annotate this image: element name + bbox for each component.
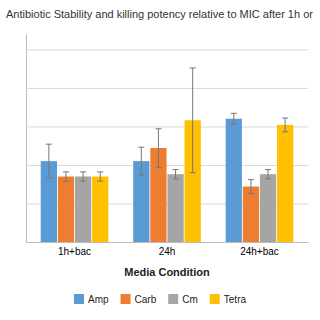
- legend-swatch: [74, 294, 84, 304]
- x-tick-label: 1h+bac: [58, 246, 91, 257]
- series: [75, 174, 276, 242]
- grid-line: [26, 165, 308, 166]
- error-bars: [97, 68, 288, 181]
- legend-item: Cm: [168, 294, 198, 305]
- error-bars: [63, 129, 254, 194]
- error-bar: [80, 172, 86, 181]
- error-bar: [97, 172, 103, 181]
- error-bar-stem: [175, 170, 176, 179]
- error-bar-cap: [138, 147, 144, 148]
- bar: [167, 174, 183, 242]
- legend: Amp Carb Cm Tetra: [74, 294, 246, 305]
- error-bar-cap: [190, 172, 196, 173]
- error-bar: [282, 118, 288, 132]
- error-bar-cap: [155, 128, 161, 129]
- error-bar-stem: [250, 180, 251, 194]
- error-bar: [155, 129, 161, 168]
- error-bar-cap: [97, 181, 103, 182]
- x-axis-title: Media Condition: [124, 266, 210, 278]
- error-bar-cap: [80, 181, 86, 182]
- error-bar-stem: [141, 147, 142, 175]
- x-tick: 24h: [159, 246, 176, 257]
- error-bar-cap: [231, 124, 237, 125]
- bar: [92, 177, 108, 242]
- error-bar: [190, 68, 196, 173]
- legend-item: Amp: [74, 294, 109, 305]
- error-bar-stem: [65, 172, 66, 181]
- error-bar-stem: [83, 172, 84, 181]
- y-tick: [26, 126, 308, 127]
- error-bar: [46, 144, 52, 178]
- error-bar-stem: [158, 129, 159, 168]
- y-tick: [26, 88, 308, 89]
- legend-label: Amp: [88, 294, 109, 305]
- legend-label: Tetra: [224, 294, 247, 305]
- chart-title: Antibiotic Stability and killing potency…: [6, 8, 313, 20]
- grid-line: [26, 88, 308, 89]
- x-axis: 1h+bac 24h 24h+bac: [27, 243, 309, 258]
- error-bar-stem: [268, 170, 269, 179]
- y-tick: [26, 165, 308, 166]
- error-bar-cap: [231, 113, 237, 114]
- error-bar-stem: [100, 172, 101, 181]
- error-bar: [265, 170, 271, 179]
- legend-label: Carb: [135, 294, 157, 305]
- legend-item: Carb: [121, 294, 157, 305]
- error-bar-cap: [97, 171, 103, 172]
- y-axis-line: [26, 35, 27, 243]
- error-bar-cap: [282, 117, 288, 118]
- legend-swatch: [210, 294, 220, 304]
- error-bar-cap: [173, 169, 179, 170]
- bar: [58, 177, 74, 242]
- x-tick: 24h+bac: [240, 246, 279, 257]
- legend-label: Cm: [182, 294, 198, 305]
- error-bar-cap: [155, 167, 161, 168]
- error-bar-cap: [46, 178, 52, 179]
- marks: [41, 68, 294, 242]
- error-bar-cap: [46, 144, 52, 145]
- error-bar: [173, 170, 179, 179]
- error-bar-cap: [265, 169, 271, 170]
- bar: [75, 177, 91, 242]
- legend-item: Tetra: [210, 294, 247, 305]
- series: [41, 119, 242, 242]
- error-bar-cap: [248, 193, 254, 194]
- chart-svg: Antibiotic Stability and killing potency…: [0, 0, 320, 320]
- legend-swatch: [168, 294, 178, 304]
- bar: [226, 119, 242, 242]
- error-bar-cap: [265, 178, 271, 179]
- error-bar: [138, 147, 144, 175]
- error-bar-cap: [173, 178, 179, 179]
- x-tick-label: 24h+bac: [240, 246, 279, 257]
- bar: [277, 125, 293, 242]
- error-bar-stem: [285, 118, 286, 132]
- bar: [243, 187, 259, 242]
- error-bar-cap: [63, 181, 69, 182]
- plot-area: 1h+bac 24h 24h+bac Media Condition: [26, 35, 309, 279]
- chart-container: Antibiotic Stability and killing potency…: [0, 0, 320, 320]
- error-bar-cap: [80, 171, 86, 172]
- error-bar-stem: [233, 113, 234, 124]
- error-bar-cap: [248, 179, 254, 180]
- error-bars: [80, 170, 271, 182]
- error-bar-stem: [48, 144, 49, 178]
- error-bar-stem: [192, 68, 193, 173]
- error-bar-cap: [63, 171, 69, 172]
- error-bars: [46, 113, 237, 178]
- error-bar-cap: [282, 131, 288, 132]
- x-axis-line: [27, 242, 309, 243]
- grid-line: [26, 49, 308, 50]
- y-axis: [26, 35, 308, 243]
- error-bar-cap: [190, 67, 196, 68]
- error-bar: [63, 172, 69, 181]
- grid-line: [26, 126, 308, 127]
- error-bar: [231, 113, 237, 124]
- error-bar: [248, 180, 254, 194]
- y-tick: [26, 49, 308, 50]
- x-tick-label: 24h: [159, 246, 176, 257]
- bar: [260, 174, 276, 242]
- error-bar-cap: [138, 174, 144, 175]
- x-tick: 1h+bac: [58, 246, 91, 257]
- legend-swatch: [121, 294, 131, 304]
